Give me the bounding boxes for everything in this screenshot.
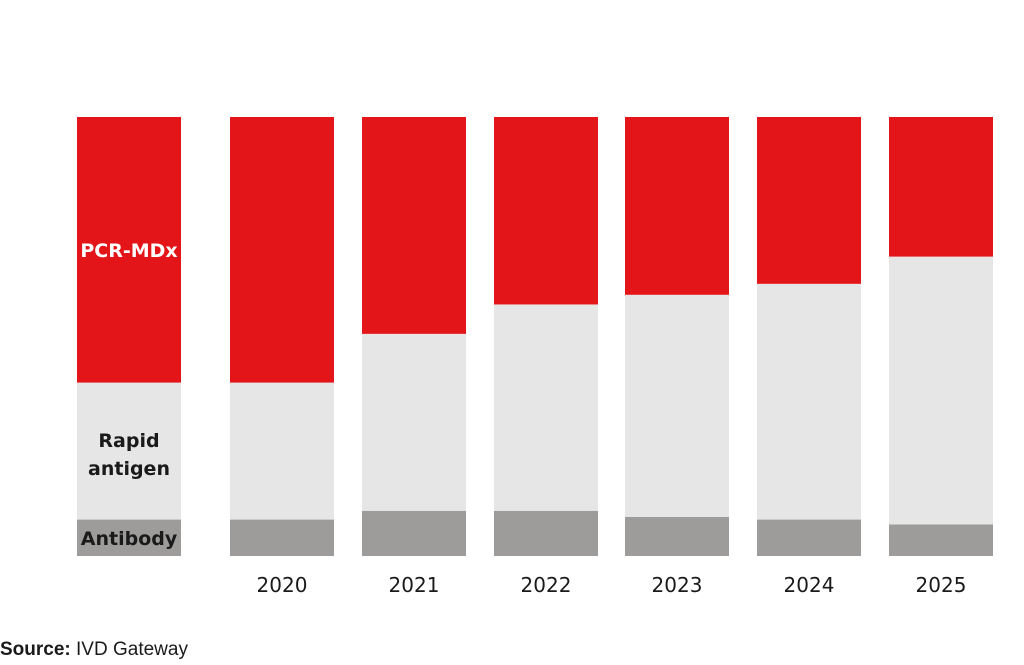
bar-rapid-antigen-2022	[494, 304, 598, 511]
legend-label-antibody: Antibody	[81, 528, 178, 550]
bar-rapid-antigen-2025	[889, 256, 993, 525]
bar-antibody-2020	[230, 519, 334, 556]
stacked-bar-chart: 2020 2021 2022 2023 2024 2025 Antibody Rapid ant…	[77, 117, 993, 597]
x-tick-label-2025: 2025	[916, 573, 967, 597]
bar-pcr-mdx-2023	[625, 117, 729, 295]
legend-label-rapid-antigen: Rapid antigen	[88, 430, 170, 480]
bar-rapid-antigen-2024	[757, 283, 861, 520]
bar-pcr-mdx-2020	[230, 117, 334, 383]
bar-pcr-mdx-2022	[494, 117, 598, 305]
bar-antibody-2023	[625, 516, 729, 556]
legend-bar-rapid-antigen	[77, 382, 181, 520]
bar-antibody-2024	[757, 519, 861, 556]
bar-pcr-mdx-2024	[757, 117, 861, 284]
x-tick-label-2022: 2022	[521, 573, 572, 597]
legend-bar-antibody	[77, 519, 181, 556]
x-tick-label-2023: 2023	[652, 573, 703, 597]
bar-rapid-antigen-2023	[625, 294, 729, 517]
legend-label-pcr-mdx: PCR-MDx	[80, 240, 177, 262]
bar-rapid-antigen-2020	[230, 382, 334, 520]
x-tick-label-2020: 2020	[257, 573, 308, 597]
bar-antibody-2022	[494, 510, 598, 556]
x-tick-label-2024: 2024	[784, 573, 835, 597]
source-text: IVD Gateway	[76, 639, 188, 660]
bar-antibody-2025	[889, 524, 993, 556]
bar-rapid-antigen-2021	[362, 333, 466, 511]
source-label: Source:	[0, 639, 71, 660]
source-note: Source: IVD Gateway	[0, 639, 188, 661]
x-tick-label-2021: 2021	[389, 573, 440, 597]
bar-pcr-mdx-2021	[362, 117, 466, 334]
legend-bar-pcr-mdx	[77, 117, 181, 383]
bar-antibody-2021	[362, 510, 466, 556]
bar-pcr-mdx-2025	[889, 117, 993, 257]
